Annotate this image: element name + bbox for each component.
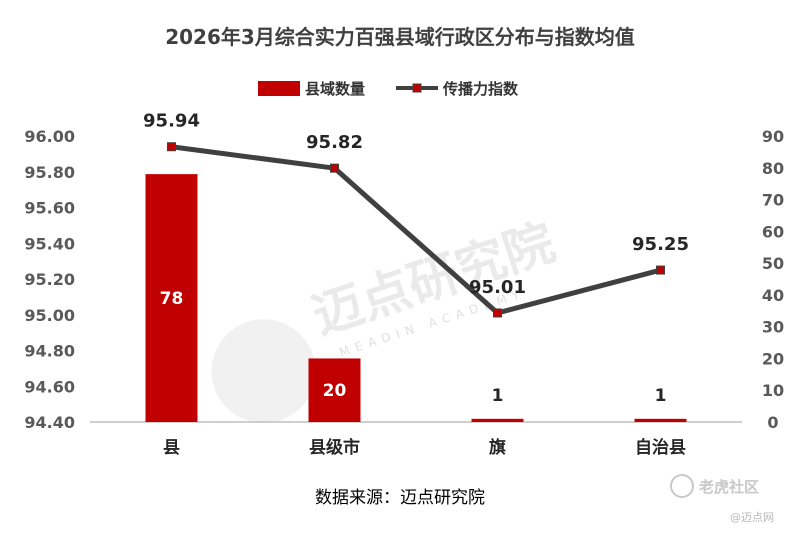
x-tick-label: 旗 <box>489 437 506 458</box>
bar-value-label: 1 <box>492 386 504 406</box>
right-tick-label: 90 <box>762 127 784 146</box>
chart-title: 2026年3月综合实力百强县域行政区分布与指数均值 <box>165 25 635 49</box>
line-series: 95.94 95.82 95.01 95.25 <box>143 111 689 318</box>
line-point <box>330 163 339 173</box>
line-value-label: 95.01 <box>469 277 526 298</box>
line-value-label: 95.25 <box>632 234 689 255</box>
series-line <box>171 144 662 316</box>
bars: 78 20 1 1 <box>145 174 687 422</box>
right-tick-label: 40 <box>762 286 784 305</box>
corner-watermark-sub: @迈点网 <box>730 511 774 524</box>
legend-bar-label: 县域数量 <box>305 80 365 98</box>
left-tick-label: 96.00 <box>24 127 75 146</box>
right-tick-label: 20 <box>762 349 784 368</box>
right-tick-label: 10 <box>762 381 784 400</box>
bar-value-label: 20 <box>323 381 347 401</box>
right-tick-label: 0 <box>767 413 778 432</box>
x-tick-label: 县 <box>163 438 180 458</box>
left-axis: 94.40 94.60 94.80 95.00 95.20 95.40 95.60 95.80… <box>24 127 75 432</box>
right-tick-label: 70 <box>762 191 784 210</box>
bar <box>471 418 524 422</box>
right-tick-label: 60 <box>762 222 784 241</box>
legend-line-marker <box>412 83 422 93</box>
corner-logo-icon <box>670 474 694 498</box>
legend-line-label: 传播力指数 <box>442 80 519 98</box>
right-tick-label: 50 <box>762 254 784 273</box>
left-tick-label: 95.40 <box>24 234 75 253</box>
left-tick-label: 95.20 <box>24 270 75 289</box>
line-point <box>493 308 502 318</box>
right-tick-label: 80 <box>762 159 784 178</box>
corner-watermark-text: 老虎社区 <box>698 478 759 496</box>
line-point <box>656 265 665 275</box>
left-tick-label: 95.60 <box>24 199 75 218</box>
legend: 县域数量 传播力指数 <box>258 80 519 98</box>
bar-value-label: 78 <box>160 289 184 309</box>
left-tick-label: 95.80 <box>24 163 75 182</box>
left-tick-label: 95.00 <box>24 306 75 325</box>
x-axis: 县 县级市 旗 自治县 <box>163 437 686 458</box>
legend-bar-swatch <box>258 81 300 96</box>
source-text: 数据来源：迈点研究院 <box>315 488 485 508</box>
line-value-label: 95.94 <box>143 111 200 132</box>
left-tick-label: 94.40 <box>24 413 75 432</box>
left-tick-label: 94.60 <box>24 377 75 396</box>
watermark-logo-icon <box>211 319 316 424</box>
x-tick-label: 自治县 <box>635 437 686 458</box>
bar <box>634 418 687 422</box>
bar <box>145 174 198 422</box>
line-value-label: 95.82 <box>306 132 363 153</box>
left-tick-label: 94.80 <box>24 342 75 361</box>
bar-value-label: 1 <box>655 386 667 406</box>
right-tick-label: 30 <box>762 318 784 337</box>
bar <box>308 358 361 422</box>
x-tick-label: 县级市 <box>309 437 360 458</box>
corner-watermark: 老虎社区 @迈点网 <box>670 474 774 524</box>
right-axis: 0 10 20 30 40 50 60 70 80 90 <box>762 127 784 432</box>
watermark: 迈点研究院 MEADIN ACADEMY <box>211 213 561 424</box>
line-point <box>167 142 176 152</box>
